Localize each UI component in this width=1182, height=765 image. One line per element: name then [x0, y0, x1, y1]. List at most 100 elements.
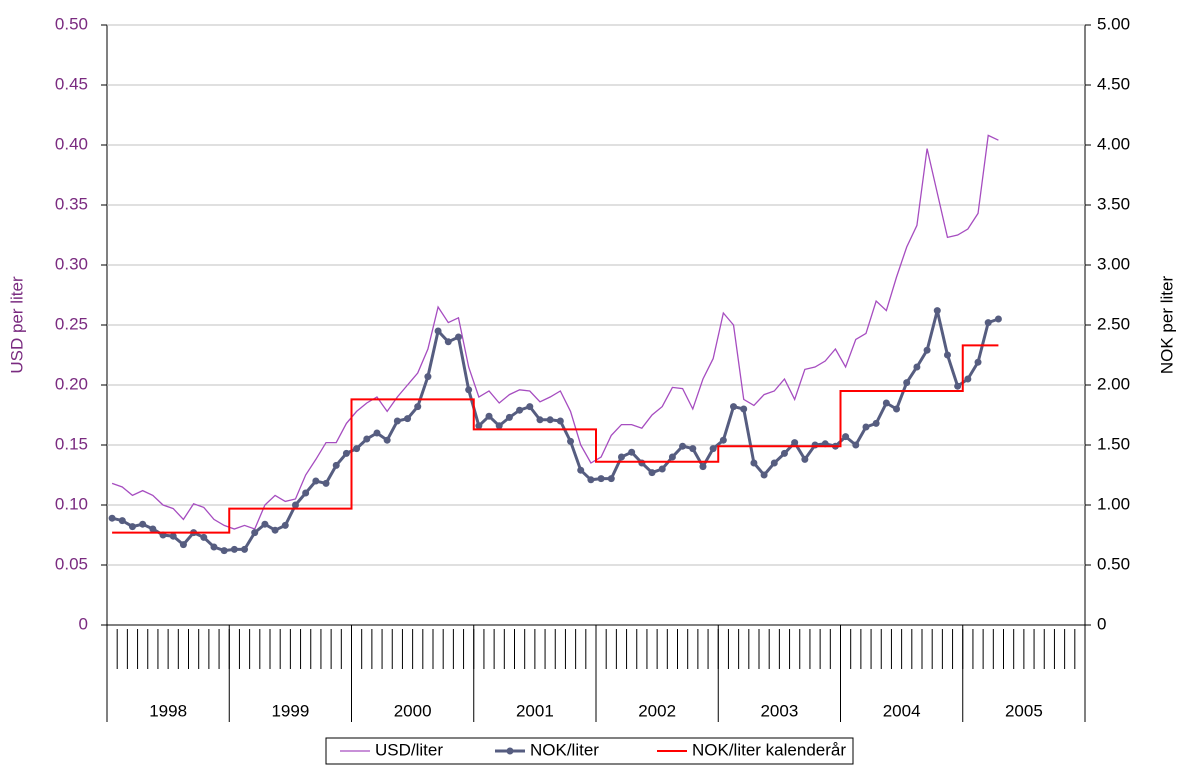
series-point [923, 346, 931, 354]
series-point [872, 419, 880, 427]
legend-marker [506, 747, 514, 755]
series-point [994, 315, 1002, 323]
series-point [434, 327, 442, 335]
series-point [709, 445, 717, 453]
series-point [128, 523, 136, 531]
series-line [111, 310, 999, 553]
series-point [210, 543, 218, 551]
y-tick-label: 0.05 [55, 554, 88, 573]
year-label: 2005 [1005, 701, 1043, 720]
series-point [383, 436, 391, 444]
series-point [852, 441, 860, 449]
y2-tick-label: 3.50 [1097, 194, 1130, 213]
series-point [607, 475, 615, 483]
series-point [964, 375, 972, 383]
y2-tick-label: 2.00 [1097, 374, 1130, 393]
series-point [495, 422, 503, 430]
series-point [801, 455, 809, 463]
series-point [393, 417, 401, 425]
y-tick-label: 0.15 [55, 434, 88, 453]
series-point [363, 435, 371, 443]
y-tick-label: 0.30 [55, 254, 88, 273]
series-point [505, 413, 513, 421]
series-point [332, 461, 340, 469]
legend-label: NOK/liter kalenderår [692, 740, 846, 759]
series-point [465, 386, 473, 394]
series-point [373, 429, 381, 437]
series-point [903, 379, 911, 387]
series-point [536, 416, 544, 424]
series-point [597, 475, 605, 483]
series-point [842, 433, 850, 441]
series-point [730, 403, 738, 411]
y2-tick-label: 3.00 [1097, 254, 1130, 273]
y-tick-label: 0.10 [55, 494, 88, 513]
series-point [179, 541, 187, 549]
series-point [475, 422, 483, 430]
series-point [261, 520, 269, 528]
y2-tick-label: 2.50 [1097, 314, 1130, 333]
year-label: 2002 [638, 701, 676, 720]
y2-tick-label: 4.00 [1097, 134, 1130, 153]
series-point [312, 477, 320, 485]
series-point [485, 412, 493, 420]
series-point [689, 445, 697, 453]
y-tick-label: 0.45 [55, 74, 88, 93]
series-point [933, 307, 941, 315]
series-point [862, 423, 870, 431]
series-point [567, 437, 575, 445]
series-point [353, 445, 361, 453]
series-point [719, 436, 727, 444]
series-point [302, 489, 310, 497]
series-point [118, 517, 126, 525]
series-point [230, 545, 238, 553]
series-point [139, 520, 147, 528]
series-point [149, 525, 157, 533]
y-axis-label: USD per liter [7, 276, 26, 374]
series-point [322, 479, 330, 487]
y2-tick-label: 4.50 [1097, 74, 1130, 93]
year-label: 2003 [760, 701, 798, 720]
year-label: 1998 [149, 701, 187, 720]
y2-tick-label: 1.00 [1097, 494, 1130, 513]
series-point [444, 338, 452, 346]
series-point [770, 459, 778, 467]
series-point [984, 319, 992, 327]
year-label: 1999 [271, 701, 309, 720]
series-point [882, 399, 890, 407]
series-point [943, 351, 951, 359]
series-point [760, 471, 768, 479]
series-point [780, 449, 788, 457]
series-point [913, 363, 921, 371]
series-point [750, 459, 758, 467]
series-point [220, 547, 228, 555]
series-point [679, 442, 687, 450]
y-tick-label: 0.25 [55, 314, 88, 333]
year-label: 2000 [394, 701, 432, 720]
year-label: 2004 [883, 701, 921, 720]
series-point [546, 416, 554, 424]
y-tick-label: 0.50 [55, 14, 88, 33]
series-point [342, 449, 350, 457]
series-point [638, 459, 646, 467]
series-point [526, 403, 534, 411]
y-tick-label: 0.40 [55, 134, 88, 153]
legend-box [325, 737, 854, 765]
series-point [628, 448, 636, 456]
series-point [699, 463, 707, 471]
legend-label: NOK/liter [530, 740, 599, 759]
y-tick-label: 0.20 [55, 374, 88, 393]
y2-tick-label: 0 [1097, 614, 1106, 633]
series-point [893, 405, 901, 413]
y2-tick-label: 5.00 [1097, 14, 1130, 33]
series-point [811, 441, 819, 449]
series-point [668, 453, 676, 461]
y-tick-label: 0.35 [55, 194, 88, 213]
series-point [556, 417, 564, 425]
series-point [974, 358, 982, 366]
series-point [587, 476, 595, 484]
series-point [454, 333, 462, 341]
y-tick-label: 0 [79, 614, 88, 633]
series-point [241, 545, 249, 553]
